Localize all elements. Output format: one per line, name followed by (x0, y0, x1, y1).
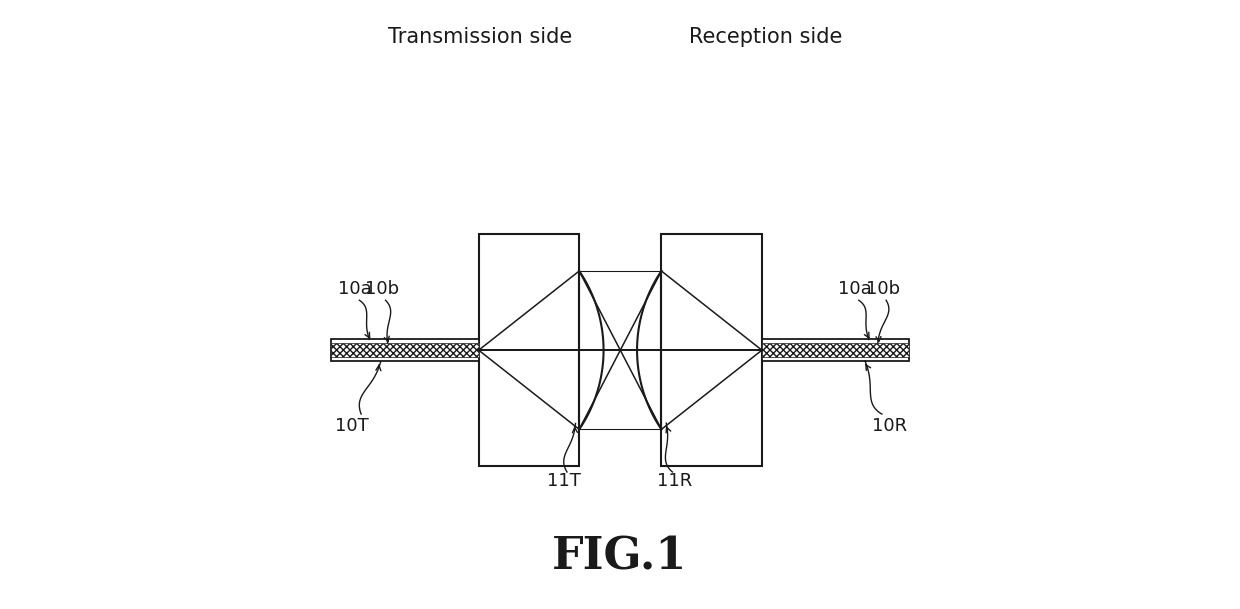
Text: 10a: 10a (339, 280, 372, 298)
Bar (331, 339, 479, 361)
Text: 10a: 10a (837, 280, 872, 298)
Text: 11T: 11T (547, 472, 580, 490)
Text: FIG.1: FIG.1 (552, 536, 688, 579)
Text: Reception side: Reception side (689, 27, 843, 46)
Text: 10T: 10T (335, 417, 370, 435)
Text: 10b: 10b (366, 280, 399, 298)
Text: 11R: 11R (657, 472, 692, 490)
Bar (331, 343, 479, 357)
Bar (661, 234, 761, 466)
Text: 10b: 10b (866, 280, 900, 298)
Text: 10R: 10R (872, 417, 906, 435)
Text: Transmission side: Transmission side (388, 27, 572, 46)
Bar (479, 234, 579, 466)
Bar (761, 339, 909, 361)
Bar (761, 343, 909, 357)
